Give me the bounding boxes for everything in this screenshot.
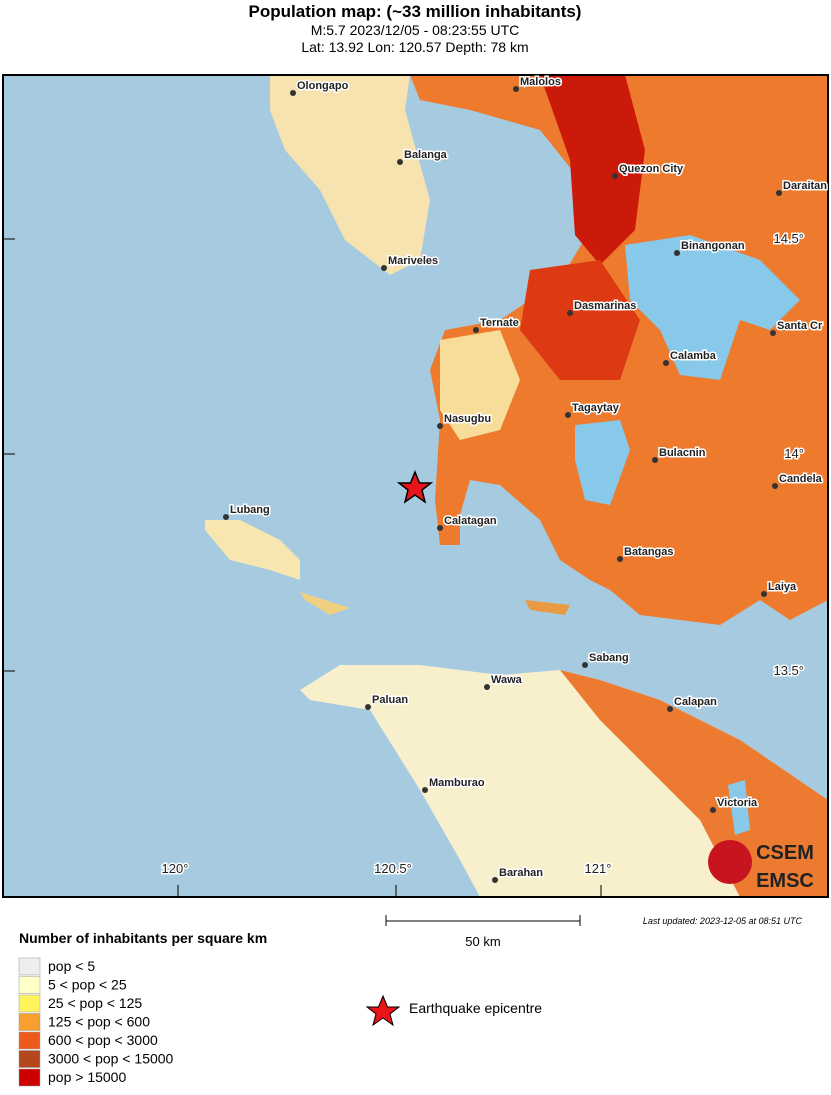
city-label: Bulacnin <box>659 447 706 459</box>
city-layer: Olongapo Malolos Balanga Quezon City Daraita… <box>223 75 829 883</box>
city-marker <box>397 159 403 165</box>
map-area <box>3 75 828 897</box>
city-marker <box>513 86 519 92</box>
legend: pop < 5 5 < pop < 25 25 < pop < 125 125 < p… <box>18 957 174 1087</box>
city-marker <box>437 423 443 429</box>
city-label: Batangas <box>624 546 674 558</box>
legend-swatch <box>18 1013 41 1031</box>
legend-title: Number of inhabitants per square km <box>19 930 267 946</box>
legend-label: 3000 < pop < 15000 <box>48 1051 174 1067</box>
legend-swatch <box>18 1068 41 1087</box>
city-label: Calatagan <box>444 515 497 527</box>
epicentre-star <box>396 470 434 504</box>
city-label: Balanga <box>404 149 448 161</box>
city-label: Quezon City <box>619 163 684 175</box>
legend-label: pop > 15000 <box>48 1069 126 1085</box>
city-marker <box>492 877 498 883</box>
legend-star <box>365 994 401 1027</box>
city-marker <box>652 457 658 463</box>
legend-swatch <box>18 994 41 1013</box>
city-label: Dasmarinas <box>574 300 636 312</box>
legend-label: pop < 5 <box>48 958 95 974</box>
city-marker <box>674 250 680 256</box>
city-label: Daraitan <box>783 180 827 192</box>
city-label: Malolos <box>520 76 561 88</box>
city-label: Binangonan <box>681 240 745 252</box>
legend-swatch <box>18 1031 41 1050</box>
city-label: Olongapo <box>297 80 349 92</box>
city-marker <box>761 591 767 597</box>
subtitle: Lat: 13.92 Lon: 120.57 Depth: 78 km <box>301 39 528 55</box>
city-marker <box>290 90 296 96</box>
lon-label: 120.5° <box>374 861 412 876</box>
city-label: Victoria <box>717 797 758 809</box>
city-label: Mamburao <box>429 777 485 789</box>
logo-text: EMSC <box>756 870 814 892</box>
lon-label: 120° <box>162 861 189 876</box>
city-marker <box>710 807 716 813</box>
title: Population map: (~33 million inhabitants… <box>249 2 582 21</box>
lon-label: 121° <box>585 861 612 876</box>
city-label: Sabang <box>589 652 629 664</box>
city-label: Calamba <box>670 350 717 362</box>
city-marker <box>437 525 443 531</box>
city-label: Mariveles <box>388 255 438 267</box>
scale-bar <box>385 915 581 926</box>
city-marker <box>223 514 229 520</box>
legend-swatch <box>18 957 41 976</box>
lat-label: 13.5° <box>773 663 804 678</box>
graticule-labels: 120° 120.5° 121° 14.5° 14° 13.5° <box>3 230 806 897</box>
legend-swatch <box>18 1050 41 1068</box>
city-marker <box>770 330 776 336</box>
city-marker <box>484 684 490 690</box>
city-marker <box>617 556 623 562</box>
city-marker <box>612 173 618 179</box>
city-marker <box>663 360 669 366</box>
city-label: Laiya <box>768 581 797 593</box>
lat-label: 14.5° <box>773 231 804 246</box>
city-marker <box>473 327 479 333</box>
city-marker <box>776 190 782 196</box>
city-marker <box>365 704 371 710</box>
city-label: Calapan <box>674 696 717 708</box>
city-label: Nasugbu <box>444 413 491 425</box>
legend-label: 125 < pop < 600 <box>48 1014 150 1030</box>
last-updated: Last updated: 2023-12-05 at 08:51 UTC <box>643 916 803 926</box>
city-marker <box>422 787 428 793</box>
city-marker <box>567 310 573 316</box>
legend-label: Earthquake epicentre <box>409 1000 542 1016</box>
legend-label: 5 < pop < 25 <box>48 977 127 993</box>
city-marker <box>667 706 673 712</box>
lat-label: 14° <box>784 446 804 461</box>
city-label: Santa Cr <box>777 320 823 332</box>
city-label: Barahan <box>499 867 543 879</box>
city-marker <box>582 662 588 668</box>
city-marker <box>381 265 387 271</box>
city-label: Candela <box>779 473 823 485</box>
city-label: Ternate <box>480 317 519 329</box>
city-label: Paluan <box>372 694 408 706</box>
logo-text: CSEM <box>756 842 814 864</box>
legend-swatch <box>18 976 41 994</box>
subtitle: M:5.7 2023/12/05 - 08:23:55 UTC <box>311 22 520 38</box>
legend-label: 25 < pop < 125 <box>48 995 142 1011</box>
city-marker <box>565 412 571 418</box>
city-label: Wawa <box>491 674 523 686</box>
scale-label: 50 km <box>465 934 500 949</box>
city-marker <box>772 483 778 489</box>
legend-label: 600 < pop < 3000 <box>48 1032 158 1048</box>
city-label: Lubang <box>230 504 270 516</box>
city-label: Tagaytay <box>572 402 620 414</box>
map-frame <box>2 74 829 898</box>
logo: CSEM EMSC <box>708 840 814 892</box>
